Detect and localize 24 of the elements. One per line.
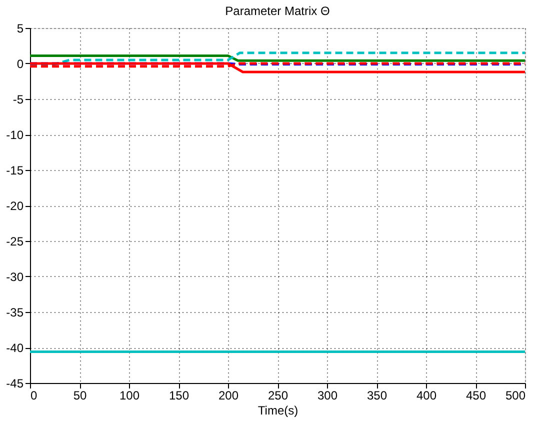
x-tick-label: 50 bbox=[73, 388, 87, 402]
y-tick-label: -15 bbox=[6, 164, 24, 178]
x-tick-label: 250 bbox=[268, 388, 288, 402]
x-tick-label: 400 bbox=[416, 388, 437, 402]
y-tick-label: -5 bbox=[12, 92, 24, 106]
y-tick-label: -25 bbox=[6, 234, 24, 248]
y-tick-label: -45 bbox=[6, 376, 24, 390]
y-tick-label: -20 bbox=[6, 199, 24, 213]
y-tick-label: -30 bbox=[6, 270, 24, 284]
x-axis-title: Time(s) bbox=[258, 404, 298, 418]
y-tick-label: -35 bbox=[6, 306, 24, 320]
x-tick-label: 300 bbox=[317, 388, 338, 402]
y-tick-label: 5 bbox=[16, 22, 24, 36]
y-tick-label: -10 bbox=[6, 128, 24, 142]
x-tick-label: 150 bbox=[168, 388, 190, 402]
x-tick-label: 100 bbox=[119, 388, 140, 402]
x-tick-label: 450 bbox=[466, 388, 486, 402]
x-tick-label: 0 bbox=[30, 388, 38, 402]
y-tick-label: -40 bbox=[6, 341, 24, 355]
y-tick-label: 0 bbox=[16, 57, 24, 71]
chart-title: Parameter Matrix Θ bbox=[225, 4, 330, 18]
x-tick-label: 500 bbox=[505, 388, 526, 402]
x-tick-label: 200 bbox=[218, 388, 239, 402]
x-tick-label: 350 bbox=[366, 388, 388, 402]
